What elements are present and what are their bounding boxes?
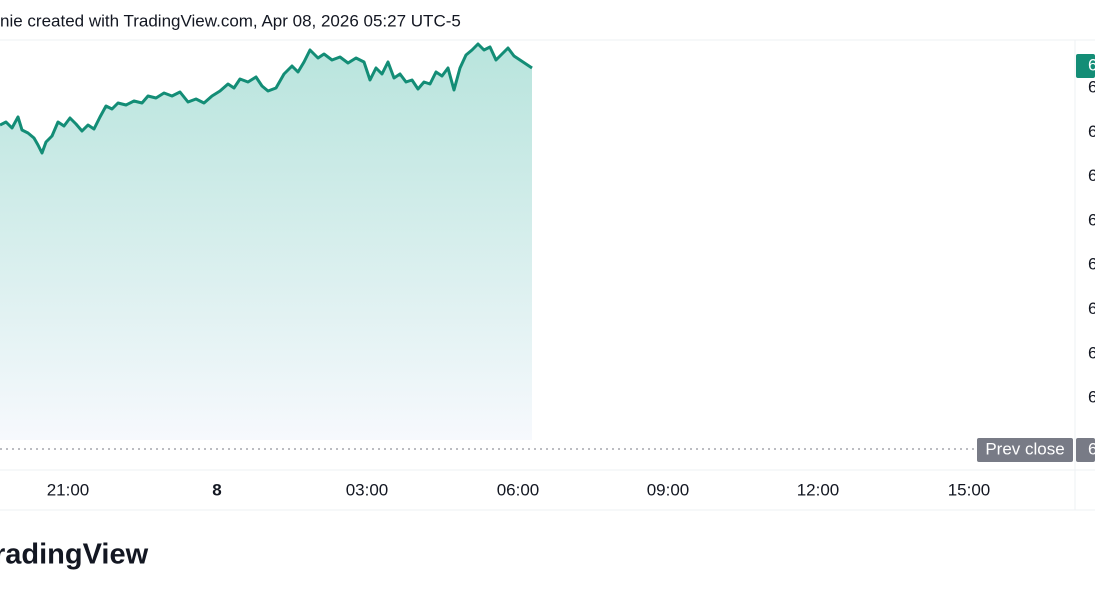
time-label: 8	[212, 480, 221, 499]
price-line	[0, 42, 533, 155]
time-label: 03:00	[346, 480, 389, 499]
current-price-text: 6	[1088, 55, 1095, 74]
price-label: 6	[1088, 122, 1095, 141]
logo-text: radingView	[0, 539, 149, 571]
price-label: 6	[1088, 166, 1095, 185]
time-label: 15:00	[948, 480, 991, 499]
price-label: 6	[1088, 210, 1095, 229]
prev-close-label: Prev close	[985, 439, 1064, 458]
header-text: nie created with TradingView.com, Apr 08…	[0, 11, 461, 30]
prev-close-value-tag	[1076, 438, 1095, 462]
price-axis: 6 6 6 6 6 6 6 6	[1088, 77, 1095, 406]
price-label: 6	[1088, 77, 1095, 96]
time-label: 06:00	[497, 480, 540, 499]
prev-close-tag	[977, 438, 1073, 462]
price-label: 6	[1088, 343, 1095, 362]
price-label: 6	[1088, 255, 1095, 274]
current-price-badge	[1076, 54, 1095, 78]
time-label: 21:00	[47, 480, 90, 499]
prev-close-value: 6	[1088, 439, 1095, 458]
price-label: 6	[1088, 299, 1095, 318]
time-label: 09:00	[647, 480, 690, 499]
time-axis: 21:00 8 03:00 06:00 09:00 12:00 15:00	[47, 480, 991, 499]
price-label: 6	[1088, 388, 1095, 407]
area-fill	[0, 44, 532, 440]
time-label: 12:00	[797, 480, 840, 499]
